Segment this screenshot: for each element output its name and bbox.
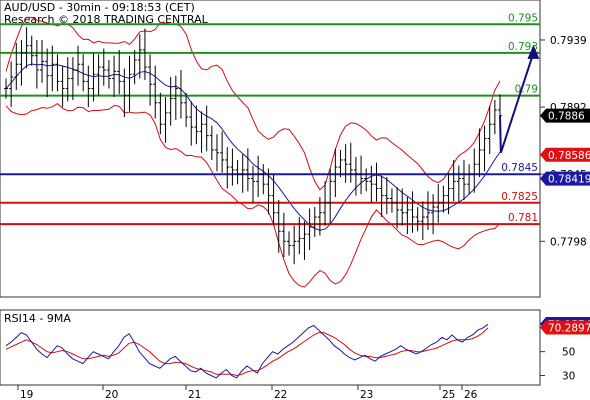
price-tag: 0.78419 [548,174,590,186]
research-credit: Research © 2018 TRADING CENTRAL [4,13,209,26]
time-tick-label: 23 [360,389,373,400]
rsi-tag: 70.2897 [548,323,590,335]
forecast-path [499,52,535,154]
rsi-tick-label: 50 [562,347,575,359]
level-label: 0.79 [515,84,538,96]
price-tick-label: 0.7798 [550,236,587,248]
rsi-tag-bg [540,320,590,335]
time-tick-label: 25 [442,389,455,400]
price-tag-bg [540,171,590,186]
time-tick-label: 19 [20,389,33,400]
rsi-panel-label: RSI14 - 9MA [4,312,71,325]
symbol-title: AUD/USD - 30min - 09:18:53 (CET) [4,1,195,14]
time-axis: 19 20 21 22 23 25 26 [17,385,478,400]
forecast-arrowhead [527,44,540,59]
time-tick-label: 20 [105,389,118,400]
price-tag-bg [540,147,590,162]
level-label: 0.7825 [501,191,538,203]
rsi-lines [5,323,489,379]
time-tick-label: 22 [274,389,287,400]
price-tag: 0.7886 [548,111,585,123]
level-label: 0.781 [508,212,538,224]
time-tick-label: 26 [464,389,478,400]
rsi-line [5,323,489,379]
price-tick-label: 0.7939 [550,35,587,47]
rsi-panel-frame [0,309,541,386]
price-panel-frame [0,0,541,298]
level-label: 0.795 [508,12,538,24]
price-candles [4,27,502,265]
bollinger-upper-band [5,16,501,191]
forecast-arrow [499,44,540,154]
price-tag: 0.78586 [548,150,590,162]
level-label: 0.793 [508,41,538,53]
price-tag-bg [540,108,590,123]
rsi-tick-label: 30 [562,370,575,382]
support-resistance-levels: 0.795 0.793 0.79 0.7845 0.7825 0.781 [0,12,540,226]
time-tick-label: 21 [188,389,201,400]
level-label: 0.7845 [501,162,538,174]
bollinger-lower-band [5,102,501,288]
